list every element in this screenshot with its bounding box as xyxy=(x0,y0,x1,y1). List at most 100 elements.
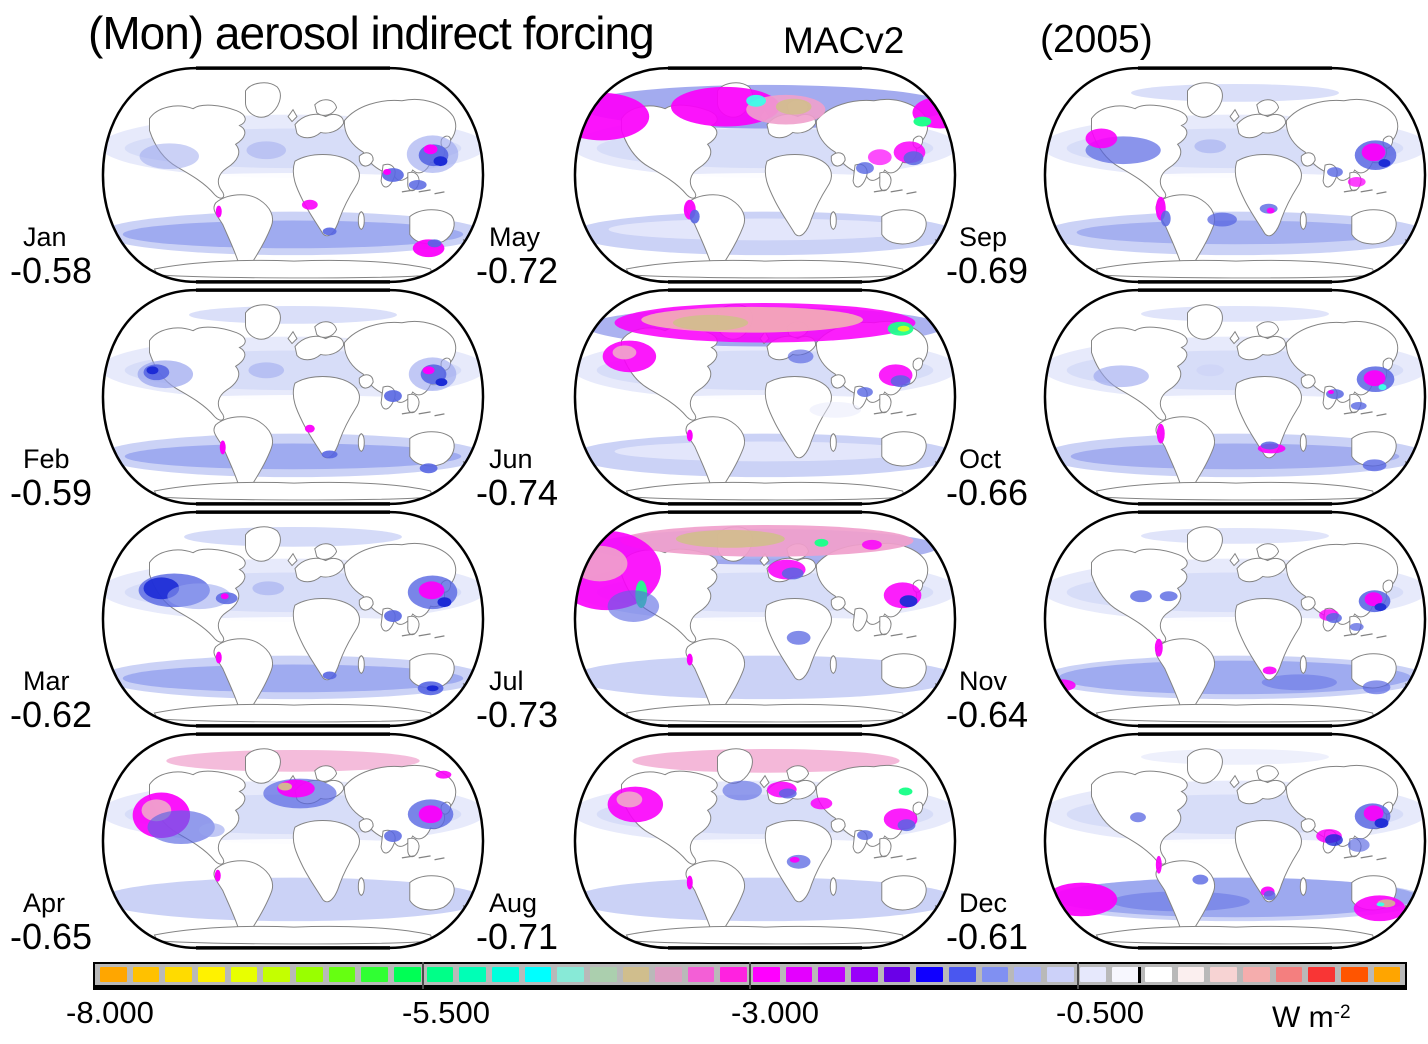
map-panel-jul xyxy=(572,508,958,735)
colorbar-swatch-25 xyxy=(916,967,944,982)
month-name: Jul xyxy=(489,666,524,696)
panel-label-oct: Oct -0.66 xyxy=(946,446,1041,511)
world-map-oct xyxy=(1043,288,1427,506)
world-map-jun xyxy=(573,288,957,506)
map-panel-may xyxy=(572,64,958,291)
colorbar-swatch-28 xyxy=(1014,967,1042,982)
colorbar-swatch-32 xyxy=(1145,967,1172,982)
colorbar-swatch-34 xyxy=(1210,967,1237,982)
colorbar-swatch-4 xyxy=(230,967,258,982)
world-map-jul xyxy=(573,510,957,728)
colorbar-swatch-38 xyxy=(1340,967,1368,982)
colorbar-tick-label-2: -3.000 xyxy=(731,995,819,1030)
colorbar-swatch-18 xyxy=(687,967,715,982)
map-panel-aug xyxy=(572,730,958,957)
colorbar-swatch-0 xyxy=(100,967,127,982)
colorbar-swatch-14 xyxy=(557,967,584,982)
colorbar-swatch-8 xyxy=(361,967,388,982)
panel-label-jul: Jul -0.73 xyxy=(476,668,571,733)
colorbar-tick-label-1: -5.500 xyxy=(402,995,490,1030)
year-label: (2005) xyxy=(1040,18,1153,61)
colorbar-tick-0 xyxy=(421,962,424,989)
colorbar-swatch-30 xyxy=(1079,967,1107,982)
month-global-mean: -0.64 xyxy=(946,694,1029,735)
colorbar-swatch-12 xyxy=(491,967,519,982)
map-panel-apr xyxy=(100,730,486,957)
map-panel-oct xyxy=(1042,286,1428,513)
map-panel-sep xyxy=(1042,64,1428,291)
colorbar-swatch-24 xyxy=(883,967,911,982)
month-global-mean: -0.59 xyxy=(10,472,93,513)
colorbar-swatch-10 xyxy=(426,967,454,982)
colorbar-swatch-22 xyxy=(818,967,846,982)
colorbar-swatch-5 xyxy=(263,967,290,982)
month-name: Oct xyxy=(959,444,1002,474)
figure-title: (Mon) aerosol indirect forcing xyxy=(88,7,655,59)
colorbar-swatch-29 xyxy=(1047,967,1074,982)
colorbar-swatch-20 xyxy=(753,967,780,982)
panel-label-jun: Jun -0.74 xyxy=(476,446,571,511)
month-global-mean: -0.72 xyxy=(476,250,559,291)
map-panel-nov xyxy=(1042,508,1428,735)
colorbar-swatch-36 xyxy=(1275,967,1303,982)
colorbar-swatch-2 xyxy=(165,967,192,982)
world-map-feb xyxy=(101,288,485,506)
month-name: Feb xyxy=(23,444,70,474)
colorbar-swatch-19 xyxy=(720,967,748,982)
world-map-jan xyxy=(101,66,485,284)
colorbar-tick-1 xyxy=(749,962,751,989)
month-global-mean: -0.73 xyxy=(476,694,559,735)
dataset-label: MACv2 xyxy=(783,20,905,61)
panel-label-mar: Mar -0.62 xyxy=(10,668,105,733)
map-panel-mar xyxy=(100,508,486,735)
panel-label-may: May -0.72 xyxy=(476,224,571,289)
month-global-mean: -0.65 xyxy=(10,916,93,957)
colorbar-swatch-15 xyxy=(589,967,617,982)
panel-label-aug: Aug -0.71 xyxy=(476,890,571,955)
month-global-mean: -0.69 xyxy=(946,250,1029,291)
month-name: Apr xyxy=(23,888,66,918)
panel-label-apr: Apr -0.65 xyxy=(10,890,105,955)
colorbar-swatch-16 xyxy=(622,967,650,982)
colorbar-swatch-37 xyxy=(1308,967,1335,982)
month-name: May xyxy=(489,222,541,252)
map-panel-jun xyxy=(572,286,958,513)
world-map-mar xyxy=(101,510,485,728)
colorbar-tick-2 xyxy=(1076,962,1079,989)
colorbar-swatch-17 xyxy=(655,967,682,982)
colorbar-swatch-26 xyxy=(949,967,976,982)
colorbar-tick-label-0: -8.000 xyxy=(66,995,154,1030)
colorbar-swatch-9 xyxy=(393,967,421,982)
month-name: Aug xyxy=(489,888,538,918)
colorbar-swatch-33 xyxy=(1177,967,1205,982)
month-global-mean: -0.62 xyxy=(10,694,93,735)
colorbar-zero-tick xyxy=(1137,967,1141,983)
month-name: Jan xyxy=(23,222,67,252)
colorbar-swatch-13 xyxy=(524,967,552,982)
panel-label-feb: Feb -0.59 xyxy=(10,446,105,511)
unit-exponent: -2 xyxy=(1333,1002,1351,1023)
colorbar-swatch-23 xyxy=(851,967,878,982)
panel-label-sep: Sep -0.69 xyxy=(946,224,1041,289)
month-global-mean: -0.74 xyxy=(476,472,559,513)
colorbar-unit-label: W m-2 xyxy=(1272,1001,1351,1035)
world-map-nov xyxy=(1043,510,1427,728)
month-name: Sep xyxy=(959,222,1008,252)
month-name: Mar xyxy=(23,666,70,696)
colorbar xyxy=(93,962,1407,990)
colorbar-swatch-27 xyxy=(981,967,1009,982)
month-name: Nov xyxy=(959,666,1008,696)
world-map-sep xyxy=(1043,66,1427,284)
unit-base: W m xyxy=(1272,1001,1334,1034)
colorbar-swatch-7 xyxy=(328,967,356,982)
month-global-mean: -0.61 xyxy=(946,916,1029,957)
colorbar-swatch-35 xyxy=(1242,967,1270,982)
month-name: Jun xyxy=(489,444,533,474)
month-name: Dec xyxy=(959,888,1008,918)
colorbar-swatch-39 xyxy=(1373,967,1401,982)
colorbar-swatch-3 xyxy=(197,967,225,982)
map-panel-jan xyxy=(100,64,486,291)
colorbar-swatch-11 xyxy=(459,967,486,982)
month-global-mean: -0.58 xyxy=(10,250,93,291)
